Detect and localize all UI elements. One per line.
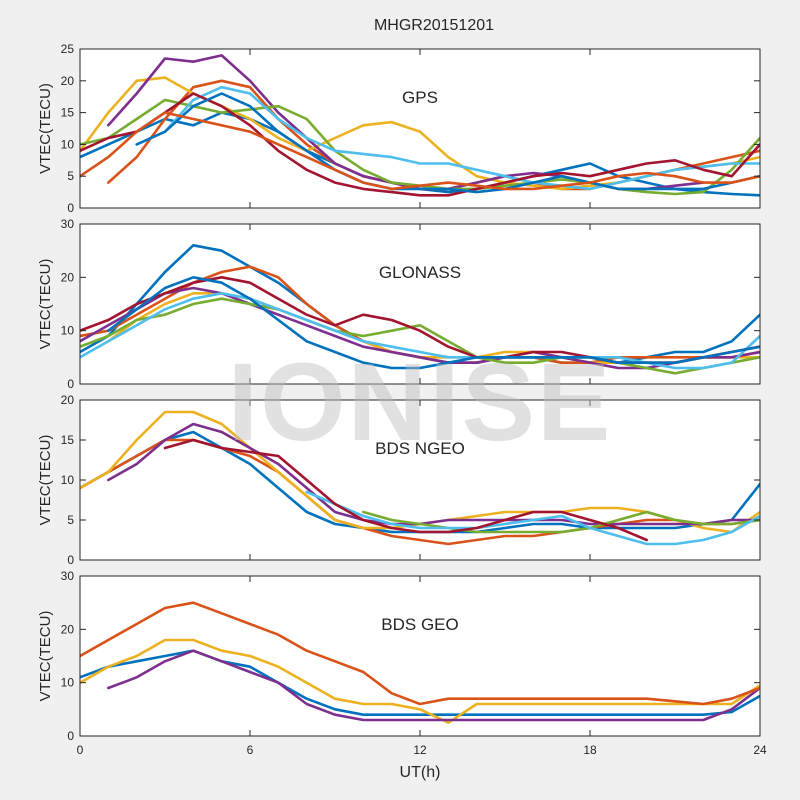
x-tick-label: 0 [77, 743, 84, 757]
y-tick-label: 15 [61, 106, 75, 120]
x-tick-label: 6 [247, 743, 254, 757]
x-tick-label: 24 [753, 743, 767, 757]
y-tick-label: 0 [67, 201, 74, 215]
y-tick-label: 10 [61, 324, 75, 338]
series-group [80, 244, 760, 375]
panel-label: GPS [402, 88, 438, 107]
y-tick-label: 0 [67, 377, 74, 391]
watermark: IONISE [228, 341, 613, 464]
y-tick-label: 10 [61, 676, 75, 690]
x-axis-label: UT(h) [400, 764, 441, 781]
panel-1: 0 5 10 15 20 25 VTEC(TECU) GPS [37, 42, 761, 215]
series-line-5 [361, 510, 760, 534]
panel-3: 0 5 10 15 20 VTEC(TECU) BDS NGEO [37, 393, 761, 567]
y-tick-label: 10 [61, 473, 75, 487]
y-tick-label: 0 [67, 553, 74, 567]
panel-label: GLONASS [379, 263, 461, 282]
x-tick-label: 18 [583, 743, 597, 757]
y-axis-label: VTEC(TECU) [37, 259, 54, 350]
panels: 0 5 10 15 20 25 VTEC(TECU) GPS 0 10 20 30 VTEC(TECU)… [37, 42, 767, 757]
y-tick-label: 5 [67, 169, 74, 183]
y-tick-label: 20 [61, 393, 75, 407]
series-group [80, 601, 760, 725]
panel-label: BDS NGEO [375, 439, 465, 458]
series-line-5 [80, 297, 760, 375]
y-axis-label: VTEC(TECU) [37, 611, 54, 702]
y-tick-label: 20 [61, 270, 75, 284]
series-line-6 [163, 85, 760, 191]
series-line-9 [80, 111, 760, 191]
y-tick-label: 30 [61, 569, 75, 583]
plot-area [80, 400, 760, 560]
y-tick-label: 30 [61, 217, 75, 231]
series-group [80, 54, 760, 197]
y-axis-label: VTEC(TECU) [37, 435, 54, 526]
series-line-7 [163, 438, 649, 542]
series-line-4 [80, 601, 760, 706]
panel-4: 0 10 20 30 0 6 12 18 24 VTEC(TECU) BDS GEO [37, 569, 767, 757]
y-tick-label: 10 [61, 137, 75, 151]
series-line-3 [107, 649, 760, 722]
y-tick-label: 15 [61, 433, 75, 447]
series-line-8 [135, 92, 760, 194]
y-axis-label: VTEC(TECU) [37, 83, 54, 174]
series-line-6 [305, 490, 760, 546]
y-tick-label: 5 [67, 513, 74, 527]
figure-title: MHGR20151201 [374, 17, 494, 34]
y-tick-label: 20 [61, 74, 75, 88]
y-tick-label: 20 [61, 622, 75, 636]
series-line-7 [80, 92, 760, 197]
x-tick-label: 12 [413, 743, 427, 757]
y-tick-label: 0 [67, 729, 74, 743]
panel-label: BDS GEO [381, 615, 458, 634]
series-line-8 [107, 275, 760, 370]
panel-2: 0 10 20 30 VTEC(TECU) GLONASS [37, 217, 761, 391]
series-line-4 [107, 422, 760, 526]
y-tick-label: 25 [61, 42, 75, 56]
series-group [80, 410, 760, 546]
series-line-2 [80, 638, 760, 725]
